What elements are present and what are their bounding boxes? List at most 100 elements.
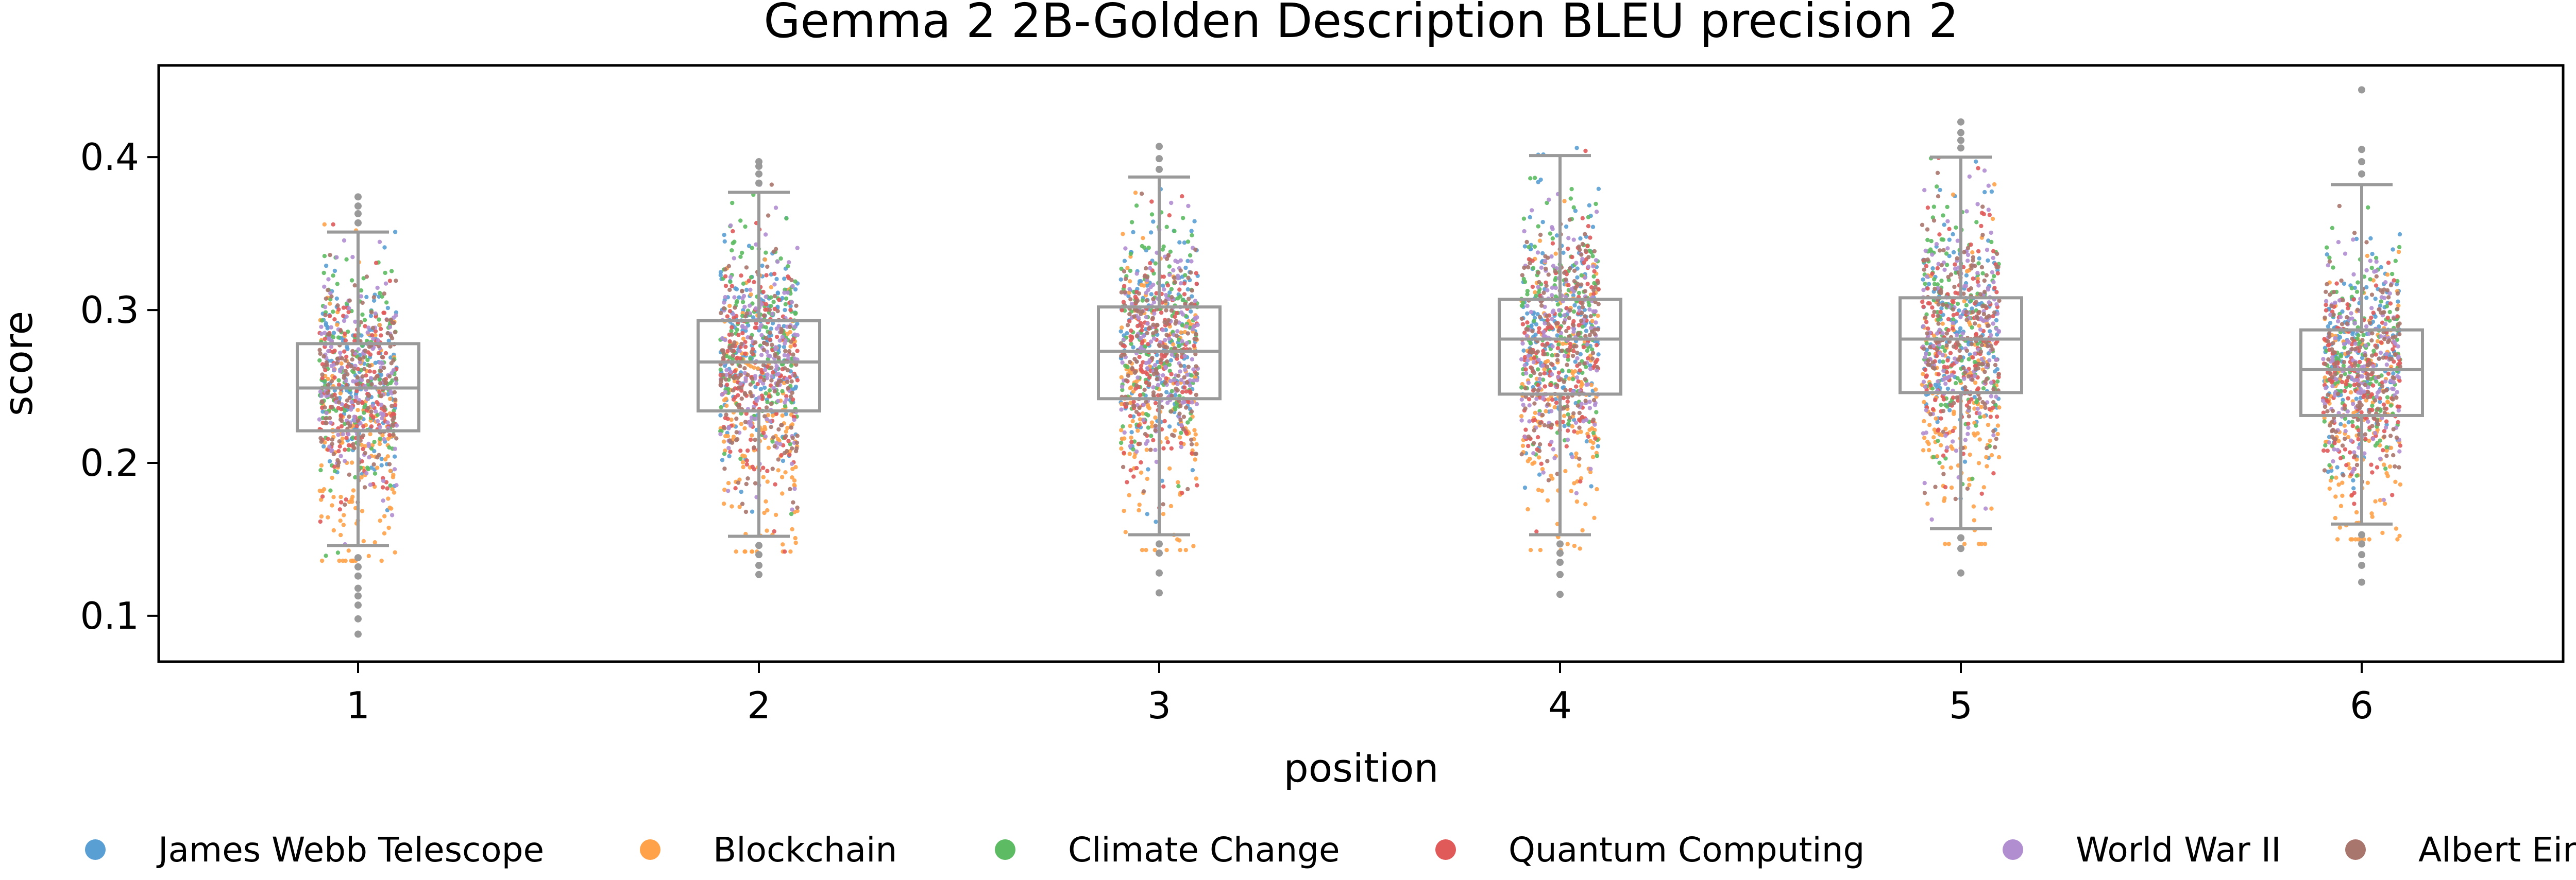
strip-point: [769, 182, 774, 187]
strip-point: [1163, 365, 1168, 370]
strip-point: [1562, 379, 1566, 384]
strip-point: [1133, 295, 1138, 299]
strip-point: [1972, 518, 1976, 523]
strip-point: [355, 408, 360, 412]
strip-point: [2325, 252, 2329, 257]
strip-point: [1936, 427, 1941, 432]
strip-point: [1524, 371, 1529, 376]
strip-point: [1534, 376, 1539, 381]
strip-point: [365, 357, 370, 363]
strip-point: [1584, 439, 1589, 444]
strip-point: [1925, 331, 1929, 336]
strip-point: [2371, 310, 2376, 315]
strip-point: [1531, 441, 1536, 445]
strip-point: [752, 467, 757, 472]
strip-point: [753, 306, 758, 311]
strip-point: [1146, 425, 1151, 430]
strip-point: [2323, 443, 2328, 448]
strip-point: [792, 482, 796, 488]
strip-point: [719, 310, 723, 316]
strip-point: [1125, 402, 1129, 406]
strip-point: [1128, 268, 1133, 273]
strip-point: [1151, 336, 1157, 341]
strip-point: [1591, 417, 1596, 422]
strip-point: [339, 407, 344, 411]
strip-point: [1540, 467, 1545, 472]
strip-point: [1169, 409, 1174, 414]
strip-point: [1923, 315, 1928, 320]
strip-point: [327, 314, 332, 319]
strip-point: [373, 311, 378, 316]
strip-point: [1980, 362, 1985, 367]
strip-point: [1156, 383, 1161, 387]
strip-point: [1982, 542, 1988, 546]
strip-point: [1984, 273, 1989, 278]
strip-point: [729, 329, 734, 333]
strip-point: [1137, 423, 1141, 428]
strip-point: [2388, 301, 2393, 306]
strip-point: [1588, 467, 1593, 471]
strip-point: [393, 446, 397, 451]
strip-point: [748, 382, 753, 387]
strip-point: [731, 435, 736, 439]
strip-point: [341, 558, 345, 563]
strip-point: [1127, 290, 1131, 295]
strip-point: [1131, 474, 1136, 479]
strip-point: [1179, 423, 1184, 427]
strip-point: [1535, 250, 1540, 255]
strip-point: [1137, 355, 1142, 359]
strip-point: [727, 287, 732, 292]
strip-point: [1190, 294, 1194, 299]
strip-point: [1941, 248, 1946, 253]
strip-point: [1172, 434, 1176, 438]
strip-point: [1993, 363, 1998, 368]
strip-point: [1560, 349, 1564, 353]
strip-point: [1151, 438, 1156, 442]
strip-point: [727, 454, 732, 459]
strip-point: [322, 284, 327, 289]
strip-point: [1188, 383, 1192, 388]
strip-point: [1139, 312, 1143, 316]
strip-point: [363, 324, 367, 329]
strip-point: [1992, 310, 1997, 315]
strip-point: [792, 324, 797, 330]
strip-point: [771, 300, 776, 304]
strip-point: [1592, 327, 1597, 332]
strip-point: [2337, 335, 2343, 339]
strip-point: [1577, 244, 1581, 249]
strip-point: [385, 454, 390, 459]
strip-point: [1536, 224, 1540, 229]
strip-point: [1537, 448, 1542, 453]
strip-point: [1566, 325, 1571, 330]
strip-point: [1183, 273, 1188, 278]
strip-point: [1544, 283, 1549, 288]
strip-point: [1921, 277, 1925, 282]
strip-point: [792, 478, 797, 483]
strip-point: [742, 304, 747, 309]
strip-point: [342, 513, 346, 517]
strip-point: [317, 348, 322, 352]
strip-point: [1165, 401, 1170, 405]
strip-point: [1193, 352, 1198, 356]
strip-point: [1136, 315, 1141, 320]
strip-point: [1979, 405, 1984, 409]
strip-point: [1926, 362, 1930, 367]
strip-point: [1182, 281, 1187, 286]
strip-point: [1531, 266, 1536, 270]
strip-point: [1939, 237, 1944, 242]
strip-point: [1145, 275, 1150, 280]
strip-point: [1175, 382, 1180, 387]
strip-point: [1168, 504, 1174, 509]
strip-point: [1161, 283, 1165, 288]
strip-point: [752, 365, 756, 370]
strip-point: [318, 389, 323, 394]
strip-point: [383, 351, 388, 356]
strip-point: [1175, 329, 1180, 334]
strip-point: [723, 377, 728, 382]
strip-point: [374, 261, 379, 265]
strip-point: [1144, 447, 1149, 452]
strip-point: [1153, 423, 1158, 428]
strip-point: [1170, 389, 1175, 393]
strip-point: [759, 302, 764, 307]
